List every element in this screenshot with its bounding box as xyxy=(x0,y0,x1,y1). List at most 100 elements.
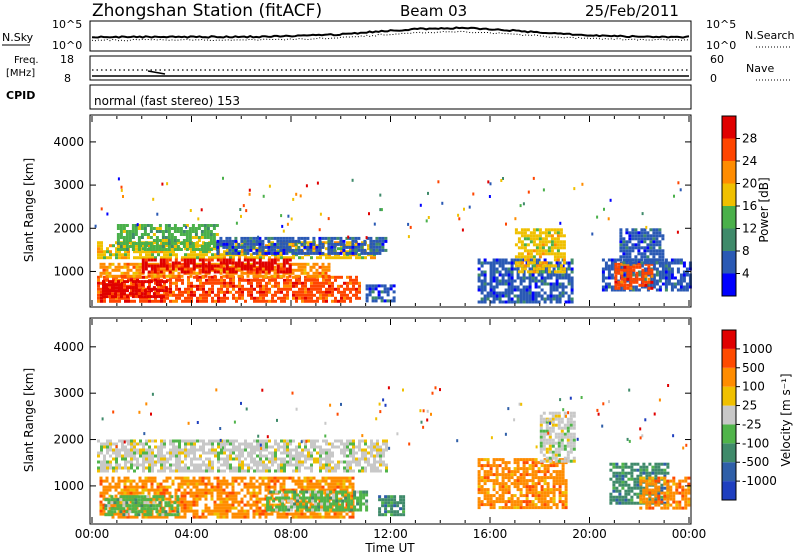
data-cell xyxy=(270,258,274,262)
data-cell xyxy=(634,243,638,247)
data-cell xyxy=(661,264,665,268)
data-cell xyxy=(507,285,511,289)
data-cell xyxy=(321,506,325,510)
data-cell xyxy=(186,479,190,483)
data-cell xyxy=(240,264,244,268)
data-cell xyxy=(139,451,142,455)
data-cell xyxy=(389,287,393,291)
data-cell xyxy=(312,482,316,486)
data-cell xyxy=(158,280,162,284)
data-cell xyxy=(247,469,250,473)
data-cell xyxy=(682,285,686,289)
data-cell xyxy=(203,236,207,239)
data-cell xyxy=(507,288,511,292)
data-cell xyxy=(379,193,382,197)
data-cell xyxy=(231,500,235,504)
data-cell xyxy=(122,245,126,248)
data-cell xyxy=(140,504,144,508)
data-cell xyxy=(179,248,183,251)
data-cell xyxy=(140,227,144,230)
data-cell xyxy=(673,282,677,286)
data-cell xyxy=(161,242,165,245)
data-cell xyxy=(617,265,621,269)
data-cell xyxy=(134,513,138,517)
data-cell xyxy=(535,270,539,274)
data-cell xyxy=(154,241,157,245)
data-cell xyxy=(360,251,364,255)
data-cell xyxy=(211,442,214,446)
data-cell xyxy=(231,267,235,271)
data-cell xyxy=(520,234,524,238)
data-cell xyxy=(382,442,385,446)
data-cell xyxy=(255,239,259,243)
data-cell xyxy=(161,286,165,290)
data-cell xyxy=(688,285,692,289)
data-cell xyxy=(489,294,493,298)
data-cell xyxy=(273,271,277,275)
data-cell xyxy=(532,267,536,271)
data-cell xyxy=(177,482,181,486)
data-cell xyxy=(256,278,259,282)
data-cell xyxy=(346,256,349,260)
data-cell xyxy=(113,507,117,511)
data-cell xyxy=(137,242,141,245)
data-cell xyxy=(108,262,112,266)
data-cell xyxy=(282,515,286,519)
data-cell xyxy=(226,442,229,446)
data-cell xyxy=(192,485,196,489)
data-cell xyxy=(140,233,144,236)
data-cell xyxy=(174,491,178,495)
data-cell xyxy=(510,285,514,289)
data-cell xyxy=(558,261,562,265)
data-cell xyxy=(643,237,647,241)
data-cell xyxy=(358,296,361,300)
data-cell xyxy=(149,242,153,245)
data-cell xyxy=(151,466,154,470)
data-cell xyxy=(102,491,106,495)
data-cell xyxy=(523,234,527,238)
data-cell xyxy=(294,512,298,516)
data-cell xyxy=(541,231,545,235)
data-cell xyxy=(211,451,214,455)
data-cell xyxy=(187,439,190,443)
data-cell xyxy=(277,296,280,300)
data-cell xyxy=(130,278,133,282)
data-cell xyxy=(126,268,130,272)
data-cell xyxy=(294,262,298,266)
data-cell xyxy=(100,469,103,473)
data-cell xyxy=(501,291,505,295)
data-cell xyxy=(137,510,141,514)
data-cell xyxy=(640,234,644,238)
data-cell xyxy=(229,454,232,458)
data-cell xyxy=(283,278,286,282)
data-cell xyxy=(330,509,334,513)
data-cell xyxy=(325,281,328,285)
data-cell xyxy=(156,264,160,268)
data-cell xyxy=(241,469,244,473)
data-cell xyxy=(483,270,487,274)
data-cell xyxy=(643,252,647,256)
data-cell xyxy=(183,512,187,516)
data-cell xyxy=(289,454,292,458)
data-cell xyxy=(553,264,557,268)
data-cell xyxy=(190,247,193,251)
data-cell xyxy=(183,258,187,262)
data-cell xyxy=(383,290,387,294)
data-cell xyxy=(547,246,551,250)
data-cell xyxy=(180,476,184,480)
data-cell xyxy=(552,297,556,301)
data-cell xyxy=(256,296,259,300)
data-cell xyxy=(373,222,376,226)
data-cell xyxy=(178,278,181,282)
data-cell xyxy=(268,287,271,291)
data-cell xyxy=(148,466,151,470)
data-cell xyxy=(177,485,181,489)
data-cell xyxy=(206,236,210,239)
colorbar-swatch xyxy=(722,161,736,184)
data-cell xyxy=(238,445,241,449)
data-cell xyxy=(294,274,298,278)
data-cell xyxy=(226,448,229,452)
data-cell xyxy=(220,278,223,282)
data-cell xyxy=(135,271,139,275)
data-cell xyxy=(138,476,142,480)
